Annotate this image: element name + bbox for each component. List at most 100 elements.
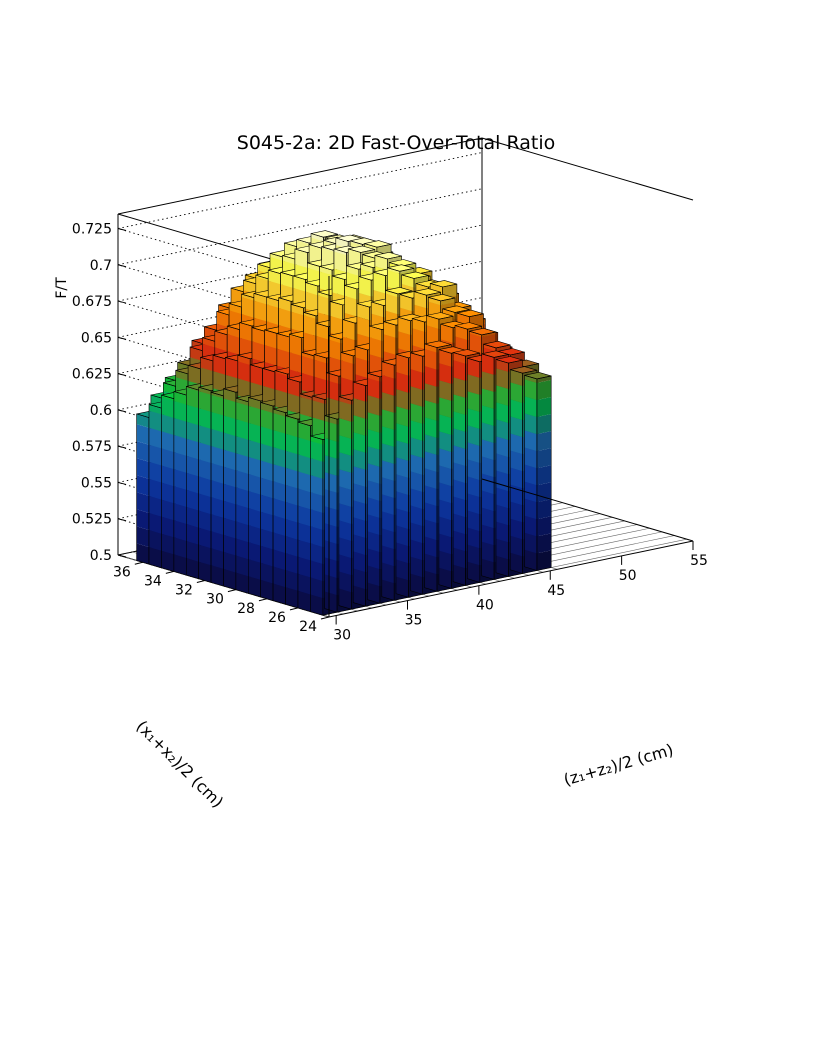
bar-side-face	[149, 404, 162, 415]
bar-side-face	[161, 533, 174, 555]
bar-side-face	[190, 347, 203, 361]
bar-side-face	[237, 355, 251, 365]
bar-side-face	[237, 361, 251, 383]
grid-line	[117, 152, 483, 229]
bar-side-face	[253, 300, 267, 322]
bar-side-face	[239, 322, 252, 342]
bar-side-face	[186, 489, 199, 511]
bar-side-face	[264, 345, 277, 366]
bar-side-face	[173, 469, 187, 490]
bar-side-face	[223, 483, 236, 505]
bar-side-face	[198, 527, 212, 549]
bar-side-face	[235, 398, 249, 406]
frame-edge	[117, 137, 483, 215]
bar-side-face	[149, 478, 162, 500]
bar-side-face	[235, 521, 249, 543]
bar-side-face	[211, 394, 224, 416]
bar-side-face	[136, 509, 149, 530]
bar-side-face	[211, 531, 224, 552]
bar-side-face	[311, 233, 324, 242]
bar-side-face	[173, 452, 187, 473]
bar-side-face	[235, 470, 249, 491]
bar-side-face	[248, 508, 261, 529]
bar-side-face	[186, 438, 199, 460]
bar-side-face	[223, 415, 236, 437]
bar-side-face	[294, 249, 308, 268]
bar-side-face	[293, 275, 306, 292]
bars	[136, 230, 552, 616]
bar-side-face	[223, 517, 236, 539]
bar-side-face	[227, 334, 240, 355]
bar-side-face	[161, 397, 174, 418]
bar-side-face	[173, 435, 187, 456]
bar-side-face	[235, 453, 249, 474]
bar-side-face	[248, 405, 261, 427]
bar-side-face	[211, 514, 224, 535]
bar-side-face	[250, 365, 263, 386]
bar-side-face	[161, 482, 174, 504]
bar-side-face	[149, 530, 162, 551]
bar-side-face	[198, 442, 212, 463]
bar-side-face	[248, 559, 261, 580]
bar-side-face	[248, 576, 261, 597]
bar-side-face	[223, 551, 236, 573]
bar-side-face	[198, 391, 212, 412]
bar-side-face	[223, 466, 236, 488]
bar-side-face	[307, 262, 320, 272]
bar-side-face	[252, 341, 265, 362]
bar-side-face	[211, 392, 224, 399]
bar-side-face	[202, 337, 215, 348]
bar-side-face	[198, 425, 212, 446]
bar-side-face	[136, 475, 149, 496]
bar-side-face	[161, 431, 174, 453]
bar-side-face	[229, 303, 242, 314]
bar-side-face	[264, 329, 277, 349]
bar-side-face	[282, 255, 295, 265]
bar-side-face	[278, 297, 292, 312]
bar-side-face	[149, 513, 162, 534]
bar-side-face	[223, 388, 236, 403]
bar-side-face	[198, 459, 212, 481]
bar-side-face	[248, 525, 261, 546]
bar-side-face	[223, 500, 236, 522]
bar-side-face	[243, 280, 256, 294]
bar-side-face	[235, 504, 249, 526]
bar-side-face	[257, 264, 270, 274]
bar-side-face	[161, 499, 174, 521]
bar-side-face	[149, 461, 162, 483]
bar-side-face	[149, 410, 162, 432]
bar-side-face	[136, 413, 149, 428]
bar-side-face	[252, 327, 265, 345]
bar-side-face	[186, 421, 199, 443]
bar-side-face	[136, 543, 149, 565]
bar-side-face	[235, 555, 249, 577]
bar-side-face	[186, 472, 199, 494]
grid-line	[117, 188, 483, 266]
bar-side-face	[248, 439, 261, 461]
bar-side-face	[268, 270, 281, 285]
bar-side-face	[321, 247, 334, 269]
bar-side-face	[241, 294, 254, 301]
bar-side-face	[186, 455, 199, 477]
bar-side-face	[173, 520, 187, 541]
bar-side-face	[200, 367, 213, 389]
bar-side-face	[211, 411, 224, 433]
bar-side-face	[186, 523, 199, 545]
bar-side-face	[241, 297, 254, 318]
bar-side-face	[136, 441, 149, 462]
bar-side-face	[186, 541, 199, 562]
bar-side-face	[186, 506, 199, 528]
bar-side-face	[211, 548, 224, 569]
bar-side-face	[198, 408, 212, 429]
bar-side-face	[161, 448, 174, 470]
bar-side-face	[223, 449, 236, 471]
bar-side-face	[211, 565, 224, 586]
bar-side-face	[173, 554, 187, 576]
bar-side-face	[149, 547, 162, 568]
bar-side-face	[213, 371, 226, 392]
bar-side-face	[188, 365, 201, 385]
bar-side-face	[186, 404, 199, 426]
bar-side-face	[223, 398, 236, 420]
bar-side-face	[149, 427, 162, 449]
